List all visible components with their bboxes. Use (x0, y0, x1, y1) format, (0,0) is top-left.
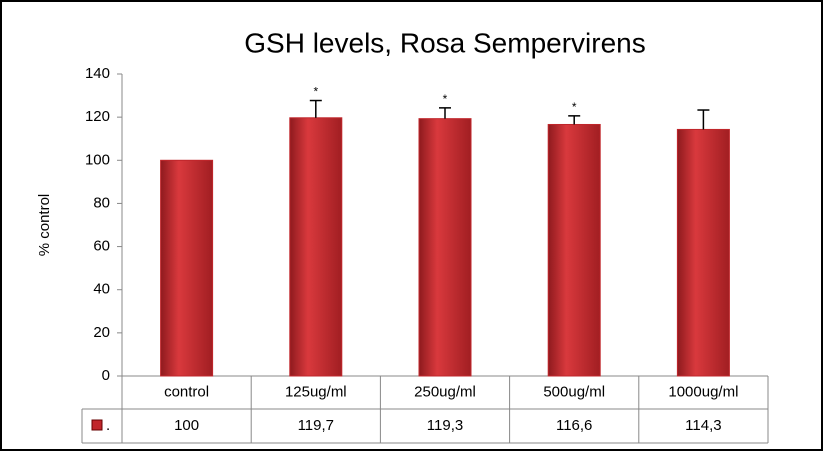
y-tick-label: 60 (93, 238, 110, 255)
table-value: 119,7 (298, 417, 334, 434)
table-value: 100 (174, 417, 199, 434)
x-tick-label: 500ug/ml (543, 383, 605, 400)
y-tick-label: 40 (93, 281, 110, 298)
x-tick-label: control (164, 383, 209, 400)
x-tick-label: 1000ug/ml (668, 383, 738, 400)
y-tick-label: 80 (93, 194, 110, 211)
table-value: 119,3 (427, 417, 463, 434)
error-bar (309, 99, 322, 118)
table-value: 116,6 (556, 417, 592, 434)
y-tick-label: 120 (85, 108, 110, 125)
y-tick-label: 140 (85, 65, 110, 82)
y-axis-label: % control (36, 194, 53, 257)
y-tick-label: 0 (102, 367, 110, 384)
error-bar (568, 115, 581, 125)
x-tick-label: 250ug/ml (414, 383, 476, 400)
annotation: * (572, 100, 577, 114)
bar (289, 117, 343, 377)
error-bar (439, 107, 451, 119)
legend-label: . (106, 417, 110, 434)
annotation: * (443, 92, 448, 106)
x-tick-label: 125ug/ml (285, 383, 347, 400)
bar (547, 123, 601, 377)
bar (418, 118, 472, 377)
y-tick-label: 100 (85, 151, 110, 168)
error-bar (697, 109, 710, 130)
annotation: * (313, 85, 318, 99)
bar (160, 159, 214, 377)
y-tick-label: 20 (93, 324, 110, 341)
chart-title: GSH levels, Rosa Sempervirens (244, 27, 645, 58)
table-value: 114,3 (685, 417, 721, 434)
bar (676, 128, 730, 377)
legend-swatch (91, 419, 103, 431)
